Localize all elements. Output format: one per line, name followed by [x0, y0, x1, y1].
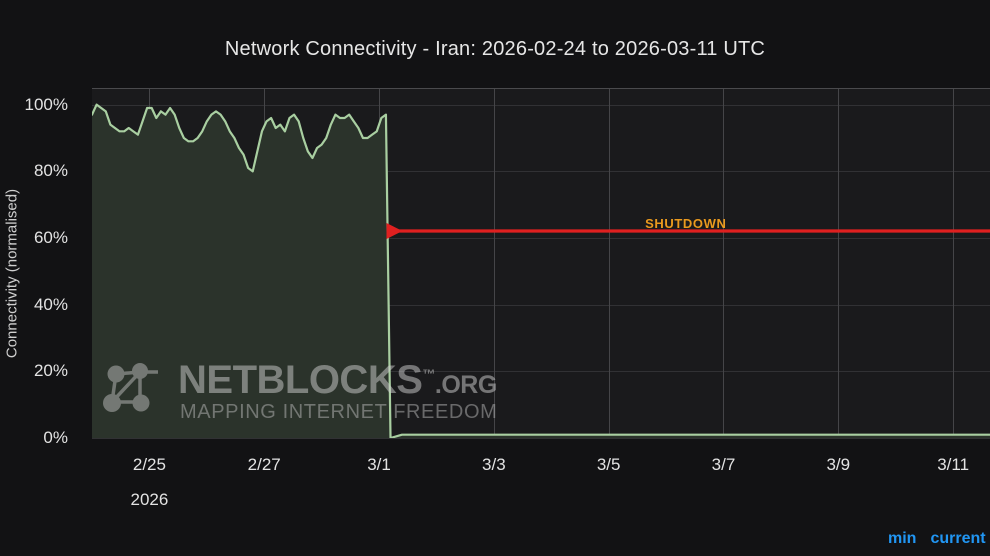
x-axis-tick-label: 3/9 — [826, 455, 851, 474]
y-axis-tick-label: 100% — [24, 94, 68, 114]
x-axis-tick-label: 2/27 — [247, 455, 281, 474]
legend-item[interactable]: current — [930, 530, 986, 547]
gridline-vertical — [608, 88, 610, 438]
y-axis-tick-label: 80% — [33, 161, 68, 181]
connectivity-area-fill — [92, 104, 990, 438]
connectivity-series — [92, 103, 990, 438]
y-axis-tick-label: 0% — [43, 428, 68, 447]
x-axis-tick-label: 3/5 — [596, 455, 621, 474]
gridline-vertical — [838, 88, 840, 438]
gridline-horizontal — [92, 304, 990, 306]
gridline-horizontal — [92, 371, 990, 373]
plot-area — [92, 88, 990, 439]
x-axis-tick-label: 3/11 — [937, 455, 970, 474]
y-axis-tick-label: 60% — [33, 228, 68, 247]
legend-item[interactable]: min — [888, 530, 917, 547]
x-axis-tick-label: 2/25 — [132, 455, 166, 474]
y-axis-tick-label: 20% — [33, 361, 68, 381]
x-axis-tick-label: 3/3 — [482, 455, 506, 474]
y-axis-tick-label: 40% — [33, 294, 68, 314]
gridline-vertical — [723, 88, 725, 438]
x-axis-year-label: 2026 — [130, 490, 169, 509]
gridline-horizontal — [92, 438, 990, 439]
gridline-vertical — [493, 88, 495, 438]
y-axis-title: Connectivity (normalised) — [3, 188, 21, 359]
shutdown-annotation-arrow — [386, 223, 990, 240]
gridline-horizontal — [92, 171, 990, 173]
x-axis-tick-label: 3/7 — [711, 455, 736, 474]
gridline-horizontal — [92, 104, 990, 106]
x-axis-tick-label: 3/1 — [367, 455, 391, 474]
page-title: Network Connectivity - Iran: 2026-02-24 … — [224, 38, 766, 60]
connectivity-line — [92, 103, 990, 438]
gridline-vertical — [953, 88, 955, 438]
legend: min current — [888, 530, 986, 548]
